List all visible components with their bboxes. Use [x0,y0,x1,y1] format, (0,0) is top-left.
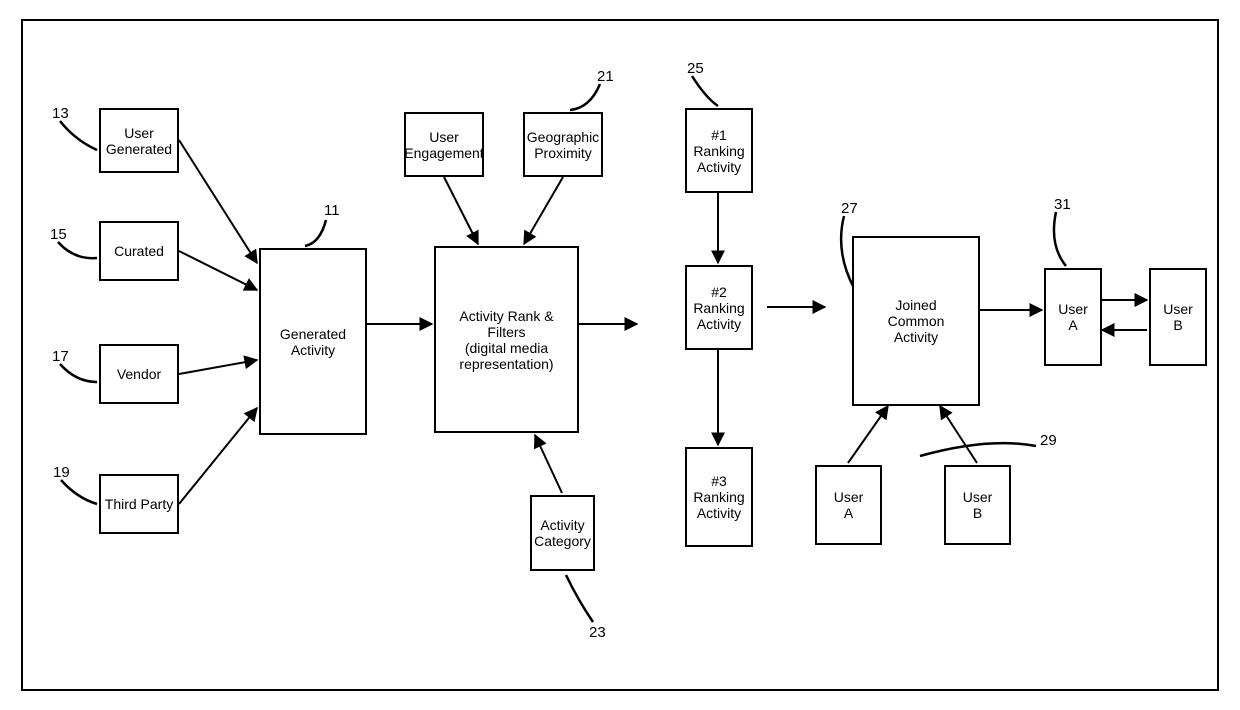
reference-label-text: 17 [52,348,69,365]
node-generated-activity: Generated Activity [259,248,367,435]
node-geographic-proximity: Geographic Proximity [523,112,603,177]
node-rank-3: #3 Ranking Activity [685,447,753,547]
node-label: Generated Activity [280,326,346,358]
reference-label-text: 19 [53,464,70,481]
node-user-generated: User Generated [99,108,179,173]
node-user-engagement: User Engagement [404,112,484,177]
reference-label-text: 23 [589,624,606,641]
node-activity-rank-filters: Activity Rank & Filters (digital media r… [434,246,579,433]
reference-label-text: 29 [1040,432,1057,449]
node-activity-category: Activity Category [530,495,595,571]
reference-label-19: 19 [53,464,70,481]
reference-label-text: 15 [50,226,67,243]
node-label: Activity Category [534,517,591,549]
reference-label-15: 15 [50,226,67,243]
node-label: User Engagement [404,129,483,161]
node-user-a: User A [1044,268,1102,366]
reference-label-31: 31 [1054,196,1071,213]
node-label: Activity Rank & Filters (digital media r… [459,308,553,372]
node-label: #1 Ranking Activity [693,127,744,175]
node-label: User Generated [106,125,172,157]
node-label: Joined Common Activity [888,297,945,345]
diagram-canvas: User Generated Curated Vendor Third Part… [0,0,1240,710]
reference-label-21: 21 [597,68,614,85]
reference-label-17: 17 [52,348,69,365]
reference-label-text: 31 [1054,196,1071,213]
reference-label-text: 21 [597,68,614,85]
node-label: User B [963,489,993,521]
reference-label-23: 23 [589,624,606,641]
node-joined-user-b: User B [944,465,1011,545]
reference-label-29: 29 [1040,432,1057,449]
node-user-b: User B [1149,268,1207,366]
node-label: Third Party [105,496,173,512]
reference-label-11: 11 [324,202,340,219]
reference-label-text: 25 [687,60,704,77]
node-label: Curated [114,243,164,259]
node-curated: Curated [99,221,179,281]
node-label: User A [1058,301,1088,333]
node-label: #2 Ranking Activity [693,284,744,332]
node-joined-common-activity: Joined Common Activity [852,236,980,406]
reference-label-27: 27 [841,200,858,217]
node-label: User A [834,489,864,521]
reference-label-text: 27 [841,200,858,217]
reference-label-text: 11 [324,202,340,219]
reference-label-13: 13 [52,105,69,122]
node-label: #3 Ranking Activity [693,473,744,521]
node-vendor: Vendor [99,344,179,404]
node-label: Vendor [117,366,161,382]
node-label: Geographic Proximity [527,129,599,161]
node-third-party: Third Party [99,474,179,534]
node-rank-2: #2 Ranking Activity [685,265,753,350]
node-label: User B [1163,301,1193,333]
node-joined-user-a: User A [815,465,882,545]
reference-label-25: 25 [687,60,704,77]
node-rank-1: #1 Ranking Activity [685,108,753,193]
reference-label-text: 13 [52,105,69,122]
